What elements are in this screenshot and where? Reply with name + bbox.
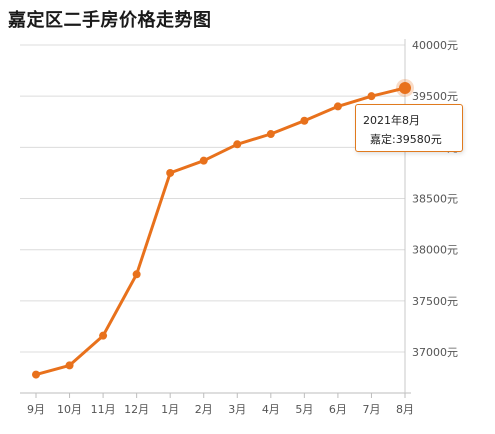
x-tick-label: 6月	[329, 403, 347, 416]
data-point-highlighted[interactable]	[399, 81, 411, 94]
y-tick-label: 39500元	[412, 90, 458, 103]
data-points	[32, 78, 414, 393]
data-point[interactable]	[199, 156, 208, 165]
x-tick-label: 3月	[228, 403, 246, 416]
x-tick-label: 4月	[262, 403, 280, 416]
data-point[interactable]	[333, 102, 342, 111]
y-tick-label: 37500元	[412, 295, 458, 308]
tooltip-date: 2021年8月	[363, 114, 420, 127]
x-axis-tick-labels: 9月 10月 11月 12月 1月 2月 3月 4月 5月 6月 7月 8月	[27, 403, 414, 416]
y-tick-label: 37000元	[412, 346, 458, 359]
data-point[interactable]	[99, 331, 108, 340]
x-tick-label: 9月	[27, 403, 45, 416]
y-axis-tick-labels: 37000元37500元38000元38500元39000元39500元4000…	[412, 39, 458, 359]
tooltip-value: 嘉定:39580元	[370, 133, 442, 146]
x-tick-label: 11月	[91, 403, 116, 416]
grid-lines	[20, 44, 405, 353]
y-tick-label: 40000元	[412, 39, 458, 52]
x-tick-label: 10月	[57, 403, 82, 416]
x-tick-label: 8月	[396, 403, 414, 416]
data-point[interactable]	[300, 116, 309, 125]
series-line	[34, 86, 407, 377]
series-line-group	[34, 86, 407, 377]
x-tick-label: 2月	[195, 403, 213, 416]
data-point[interactable]	[166, 168, 175, 177]
data-point[interactable]	[32, 370, 40, 379]
x-tick-label: 12月	[124, 403, 149, 416]
data-point[interactable]	[367, 92, 376, 101]
x-tick-label: 1月	[161, 403, 179, 416]
x-tick-label: 5月	[295, 403, 313, 416]
data-point[interactable]	[65, 361, 74, 370]
y-tick-label: 38000元	[412, 244, 458, 257]
data-tooltip: 2021年8月 嘉定:39580元	[355, 104, 463, 152]
x-tick-label: 7月	[362, 403, 380, 416]
data-point[interactable]	[132, 270, 141, 279]
axes	[20, 39, 411, 398]
data-point[interactable]	[266, 130, 275, 139]
data-point[interactable]	[233, 140, 242, 149]
chart-title: 嘉定区二手房价格走势图	[8, 10, 212, 31]
y-tick-label: 38500元	[412, 193, 458, 206]
